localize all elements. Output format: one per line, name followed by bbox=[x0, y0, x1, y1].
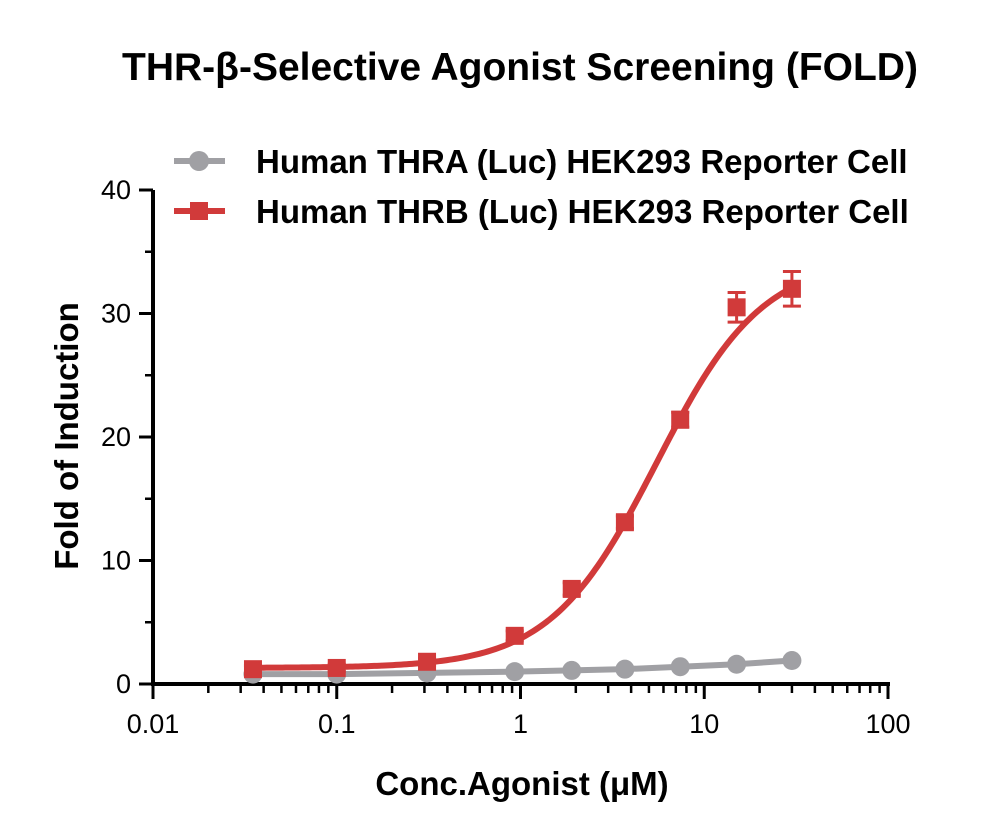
x-tick-label: 0.1 bbox=[318, 709, 356, 739]
thrb-point bbox=[562, 579, 581, 598]
x-tick-label: 100 bbox=[865, 709, 910, 739]
thrb-point bbox=[243, 660, 262, 679]
legend-item-thra: Human THRA (Luc) HEK293 Reporter Cell bbox=[174, 143, 908, 180]
thrb-point bbox=[615, 513, 634, 532]
y-axis-title: Fold of Induction bbox=[48, 302, 85, 570]
thrb-point bbox=[727, 298, 746, 317]
y-tick-label: 20 bbox=[101, 422, 131, 452]
thrb-point bbox=[327, 658, 346, 677]
legend-thra-marker bbox=[189, 151, 209, 171]
y-tick-label: 30 bbox=[101, 299, 131, 329]
legend-thrb-marker bbox=[190, 202, 208, 220]
thra-point bbox=[670, 657, 690, 677]
legend: Human THRA (Luc) HEK293 Reporter Cell Hu… bbox=[174, 143, 909, 230]
thra-point bbox=[562, 660, 582, 680]
legend-thra-label: Human THRA (Luc) HEK293 Reporter Cell bbox=[256, 143, 908, 180]
y-tick-label: 10 bbox=[101, 546, 131, 576]
y-tick-label: 40 bbox=[101, 175, 131, 205]
axes: 0.01 0.1 1 10 100 0 10 20 30 40 bbox=[101, 175, 911, 739]
plot-area bbox=[243, 270, 802, 684]
thra-point bbox=[505, 662, 525, 682]
legend-thrb-label: Human THRB (Luc) HEK293 Reporter Cell bbox=[256, 193, 909, 230]
thrb-point bbox=[782, 279, 801, 298]
thra-point bbox=[782, 651, 802, 671]
thra-point bbox=[727, 654, 747, 674]
legend-item-thrb: Human THRB (Luc) HEK293 Reporter Cell bbox=[174, 193, 909, 230]
thrb-fit-curve bbox=[252, 285, 794, 671]
x-tick-label: 1 bbox=[513, 709, 528, 739]
thrb-point bbox=[505, 626, 524, 645]
x-axis-title: Conc.Agonist (μM) bbox=[375, 765, 668, 802]
y-tick-label: 0 bbox=[116, 669, 131, 699]
x-tick-label: 0.01 bbox=[127, 709, 180, 739]
thrb-point bbox=[671, 410, 690, 429]
thra-point bbox=[615, 659, 635, 679]
chart-title: THR-β-Selective Agonist Screening (FOLD) bbox=[122, 46, 918, 89]
x-tick-label: 10 bbox=[689, 709, 719, 739]
thrb-point bbox=[418, 652, 437, 671]
